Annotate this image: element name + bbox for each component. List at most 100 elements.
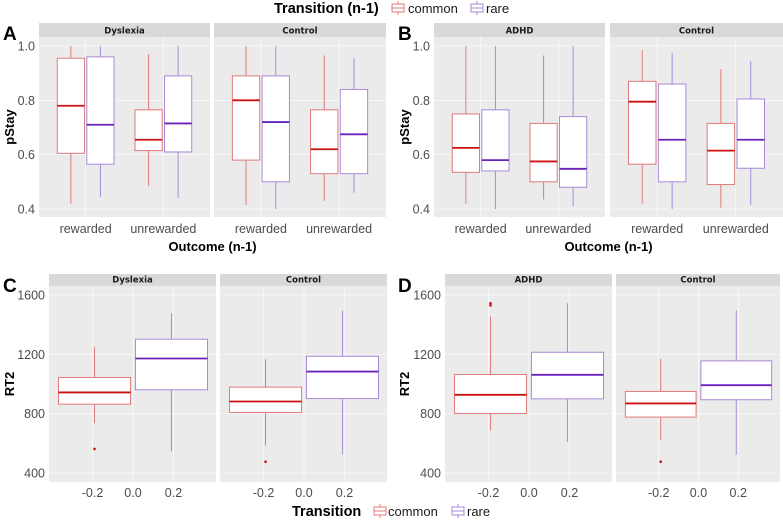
facet-strip-label: Control (679, 27, 714, 37)
box-iqr (627, 80, 657, 165)
outlier-point (489, 302, 492, 305)
x-tick-label: unrewarded (130, 222, 196, 236)
x-tick-label: -0.2 (253, 486, 275, 500)
legend-bottom-title: Transition (292, 504, 361, 520)
facet-strip-label: ADHD (506, 27, 534, 37)
panel-letter: B (398, 24, 412, 45)
facet-adhd: ADHD -0.2 0.0 0.2 (445, 274, 612, 500)
legend-bottom: Transition common rare (292, 504, 490, 520)
y-tick-label: 1.0 (413, 40, 430, 54)
box-rare (736, 60, 766, 205)
box-common (134, 54, 163, 186)
y-tick-label: 0.4 (413, 203, 430, 217)
box-rare (305, 310, 379, 455)
outlier-point (659, 460, 663, 464)
x-tick-label: unrewarded (525, 222, 591, 236)
box-common (231, 46, 261, 205)
x-tick-label: 0.2 (561, 486, 578, 500)
box-rare (559, 46, 588, 207)
box-rare (481, 46, 510, 209)
y-axis-title: RT2 (2, 372, 17, 397)
x-tick-label: -0.2 (82, 486, 104, 500)
box-rare (86, 46, 115, 197)
box-iqr (58, 376, 132, 405)
y-tick-label: 0.8 (413, 94, 430, 108)
facet-strip (220, 274, 387, 286)
box-iqr (700, 360, 773, 401)
x-tick-label: -0.2 (648, 486, 670, 500)
box-common (529, 55, 558, 200)
facet-strip-label: Dyslexia (112, 276, 153, 286)
x-tick-label: rewarded (60, 222, 112, 236)
outlier-point (489, 304, 492, 307)
box-common (706, 69, 736, 208)
legend-key-rare-icon (451, 504, 465, 518)
facet-dyslexia: Dyslexia -0.2 0.0 0.2 (49, 274, 216, 500)
y-tick-label: 0.6 (18, 148, 35, 162)
y-tick-label: 800 (24, 407, 45, 421)
y-tick-label: 1.0 (18, 40, 35, 54)
facet-strip (49, 274, 216, 286)
box-rare (657, 52, 687, 209)
box-iqr (736, 98, 766, 169)
box-iqr (657, 83, 687, 183)
legend-top-common-label: common (408, 1, 458, 16)
box-common (56, 46, 85, 204)
x-tick-label: 0.0 (690, 486, 707, 500)
box-rare (261, 46, 290, 209)
legend-key-common-icon (373, 504, 387, 518)
facet-strip-label: ADHD (515, 276, 543, 286)
x-tick-label: 0.2 (730, 486, 747, 500)
facet-strip (214, 23, 386, 37)
box-iqr (451, 113, 480, 173)
box-rare (339, 58, 369, 193)
x-tick-label: 0.2 (336, 486, 353, 500)
box-rare (164, 46, 193, 199)
y-tick-label: 1200 (413, 348, 441, 362)
box-rare (700, 310, 773, 455)
legend-key-common-icon (391, 1, 405, 15)
facet-strip-label: Control (680, 276, 715, 286)
x-axis-title: Outcome (n-1) (564, 239, 652, 254)
y-tick-label: 0.4 (18, 203, 35, 217)
x-tick-label: rewarded (235, 222, 287, 236)
box-iqr (231, 75, 261, 161)
outlier-point (93, 447, 96, 451)
chart-panel-d: D RT2 400 800 1200 1600 ADHD -0.2 0.0 0.2 Control -… (397, 274, 780, 500)
legend-top: Transition (n-1) common rare (274, 1, 509, 17)
facet-control: Control rewarded unrewarded (214, 23, 386, 236)
box-common (624, 358, 697, 464)
x-tick-label: unrewarded (703, 222, 769, 236)
x-tick-label: rewarded (455, 222, 507, 236)
facet-strip-label: Control (282, 27, 317, 37)
box-iqr (706, 122, 736, 186)
box-common (58, 347, 132, 451)
box-common (627, 50, 657, 204)
facet-strip-label: Dyslexia (104, 27, 145, 37)
y-tick-label: 400 (420, 467, 441, 481)
facet-strip (616, 274, 780, 286)
y-tick-label: 400 (24, 467, 45, 481)
facet-control: Control rewarded unrewarded (610, 23, 783, 236)
facet-control: Control -0.2 0.0 0.2 (616, 274, 780, 500)
box-iqr (86, 56, 115, 165)
box-rare (134, 313, 208, 452)
legend-top-title: Transition (n-1) (274, 1, 379, 17)
box-iqr (339, 88, 369, 175)
x-tick-label: rewarded (631, 222, 683, 236)
panel-letter: A (3, 24, 17, 45)
y-tick-label: 1600 (17, 289, 45, 303)
facet-adhd: ADHD rewarded unrewarded (434, 23, 605, 236)
facet-strip (39, 23, 210, 37)
box-rare (530, 303, 604, 442)
facet-strip (434, 23, 605, 37)
panel-letter: C (3, 276, 17, 297)
box-iqr (134, 338, 208, 391)
x-tick-label: 0.0 (124, 486, 141, 500)
box-iqr (559, 116, 588, 188)
x-tick-label: 0.2 (165, 486, 182, 500)
box-iqr (134, 109, 163, 152)
